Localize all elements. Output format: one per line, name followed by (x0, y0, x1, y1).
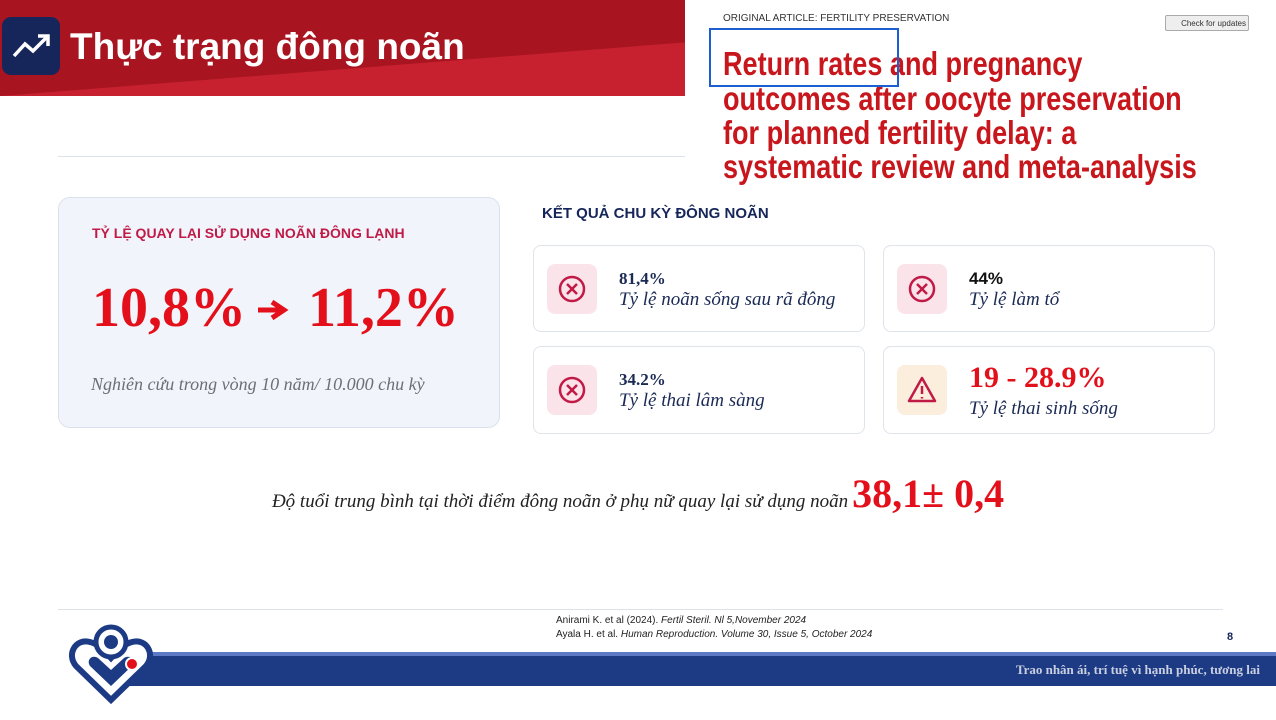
x-icon (897, 264, 947, 314)
article-title: Return rates and pregnancy (723, 45, 1082, 83)
header-band (0, 0, 690, 96)
result-label: Tỷ lệ noãn sống sau rã đông (619, 289, 836, 310)
footer-slogan: Trao nhân ái, trí tuệ vì hạnh phúc, tươn… (1015, 662, 1260, 677)
ref-source: Fertil Steril. Nl 5,November 2024 (661, 615, 807, 626)
rate-to: 11,2% (308, 277, 459, 339)
age-line: Độ tuổi trung bình tại thời điểm đông no… (0, 470, 1276, 517)
age-text: Độ tuổi trung bình tại thời điểm đông no… (271, 491, 849, 512)
arrow (258, 299, 289, 321)
result-label: Tỷ lệ làm tổ (969, 289, 1060, 310)
article-label: ORIGINAL ARTICLE: FERTILITY PRESERVATION (723, 13, 950, 24)
x-icon (547, 365, 597, 415)
article-excerpt (685, 0, 1276, 190)
result-card: 44% Tỷ lệ làm tổ (883, 245, 1215, 332)
reference: Ayala H. et al. Human Reproduction. Volu… (556, 629, 872, 640)
ref-authors: Ayala H. et al. (556, 629, 619, 640)
update-badge: Check for updates (1165, 15, 1249, 31)
footer-band (120, 652, 1276, 686)
title-line: systematic review and meta-analysis (723, 148, 1197, 185)
rate-from: 10,8% (92, 277, 246, 339)
card-note: Nghiên cứu trong vòng 10 năm/ 10.000 chu… (91, 374, 425, 394)
logo (69, 624, 153, 705)
slide-title: Thực trạng đông noãn (70, 26, 465, 67)
age-value: 38,1± 0,4 (852, 471, 1005, 516)
warning-icon (897, 365, 947, 415)
result-value: 44% (969, 269, 1004, 288)
x-icon (547, 264, 597, 314)
results-heading: KẾT QUẢ CHU KỲ ĐÔNG NOÃN (542, 205, 769, 222)
result-card: 19 - 28.9% Tỷ lệ thai sinh sống (883, 346, 1215, 434)
divider (58, 609, 1223, 610)
ref-source: Human Reproduction. Volume 30, Issue 5, … (620, 629, 873, 640)
card-heading: TỶ LỆ QUAY LẠI SỬ DỤNG NOÃN ĐÔNG LẠNH (92, 225, 405, 241)
result-value: 19 - 28.9% (969, 361, 1107, 394)
highlight-box (709, 28, 899, 87)
result-card: 81,4% Tỷ lệ noãn sống sau rã đông (533, 245, 865, 332)
result-value: 81,4% (619, 269, 666, 288)
ref-authors: Anirami K. et al (2024). (556, 615, 659, 626)
result-label: Tỷ lệ thai sinh sống (969, 398, 1118, 419)
highlight: Return rates (723, 45, 883, 82)
result-label: Tỷ lệ thai lâm sàng (619, 390, 765, 411)
result-value: 34.2% (619, 370, 666, 389)
result-card: 34.2% Tỷ lệ thai lâm sàng (533, 346, 865, 434)
divider (58, 156, 685, 157)
title-line: for planned fertility delay: a (723, 114, 1077, 151)
title-line: and pregnancy (889, 45, 1083, 82)
page-number: 8 (1227, 631, 1234, 643)
reference: Anirami K. et al (2024). Fertil Steril. … (556, 615, 806, 626)
